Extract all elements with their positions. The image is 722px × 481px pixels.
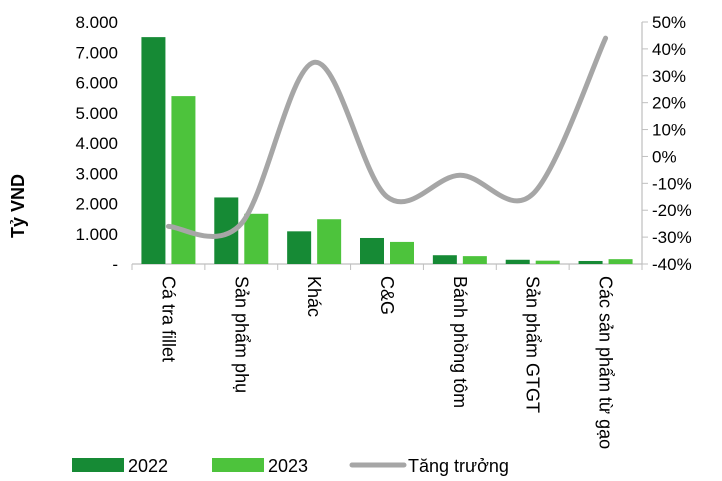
right-axis-tick-label: -20% [652,201,692,220]
bar-2023 [608,259,633,264]
left-axis-tick-label: - [112,255,118,274]
category-label: Các sản phẩm từ gạo [596,276,616,449]
left-axis-tick-label: 8.000 [75,13,118,32]
right-axis-tick-label: 30% [652,67,686,86]
category-label: Sản phẩm phụ [231,276,251,393]
legend-swatch [212,458,264,472]
bars [141,37,633,264]
left-axis-tick-label: 2.000 [75,195,118,214]
left-axis-tick-label: 1.000 [75,225,118,244]
legend: 2022 2023 Tăng trưởng [72,456,509,476]
legend-label: 2022 [128,456,168,476]
bar-2023 [390,241,414,264]
right-axis-tick-label: -10% [652,174,692,193]
axes [131,22,643,270]
bar-2023 [317,219,342,264]
right-axis-tick-label: 10% [652,121,686,140]
category-label: Bánh phồng tôm [450,276,470,408]
growth-line [165,35,609,239]
right-axis-tick-label: 40% [652,40,686,59]
bar-2022 [141,37,166,264]
left-axis-ticks: - 1.000 2.000 3.000 4.000 5.000 6.000 7.000 8.00… [75,13,118,274]
category-label: Cá tra fillet [158,276,178,362]
bar-2023 [462,256,487,264]
legend-label: Tăng trưởng [408,456,509,476]
right-axis-tick-label: 50% [652,13,686,32]
category-label: Sản phẩm GTGT [523,276,543,413]
y-axis-label: Tỷ VND [8,174,28,238]
bar-2023 [244,213,269,264]
bar-2023 [171,96,196,264]
right-axis-ticks: -40% -30% -20% -10% 0% 10% 20% 30% 40% 50% [642,13,692,274]
bar-2023 [535,260,560,264]
right-axis-tick-label: -30% [652,228,692,247]
legend-swatch [72,458,124,472]
right-axis-tick-label: 0% [652,147,677,166]
right-axis-tick-label: -40% [652,255,692,274]
category-label: Khác [304,276,324,317]
bar-2022 [505,259,530,264]
bar-2022 [360,237,384,264]
bar-2022 [287,231,312,264]
category-label: C&G [377,276,397,315]
category-labels: Cá tra fillet Sản phẩm phụ Khác C&G Bánh phồ… [158,276,615,449]
left-axis-tick-label: 4.000 [75,134,118,153]
left-axis-tick-label: 5.000 [75,104,118,123]
left-axis-tick-label: 7.000 [75,43,118,62]
right-axis-tick-label: 20% [652,94,686,113]
bar-2022 [432,255,457,264]
bar-2022 [578,260,603,264]
left-axis-tick-label: 3.000 [75,164,118,183]
legend-label: 2023 [268,456,308,476]
left-axis-tick-label: 6.000 [75,74,118,93]
